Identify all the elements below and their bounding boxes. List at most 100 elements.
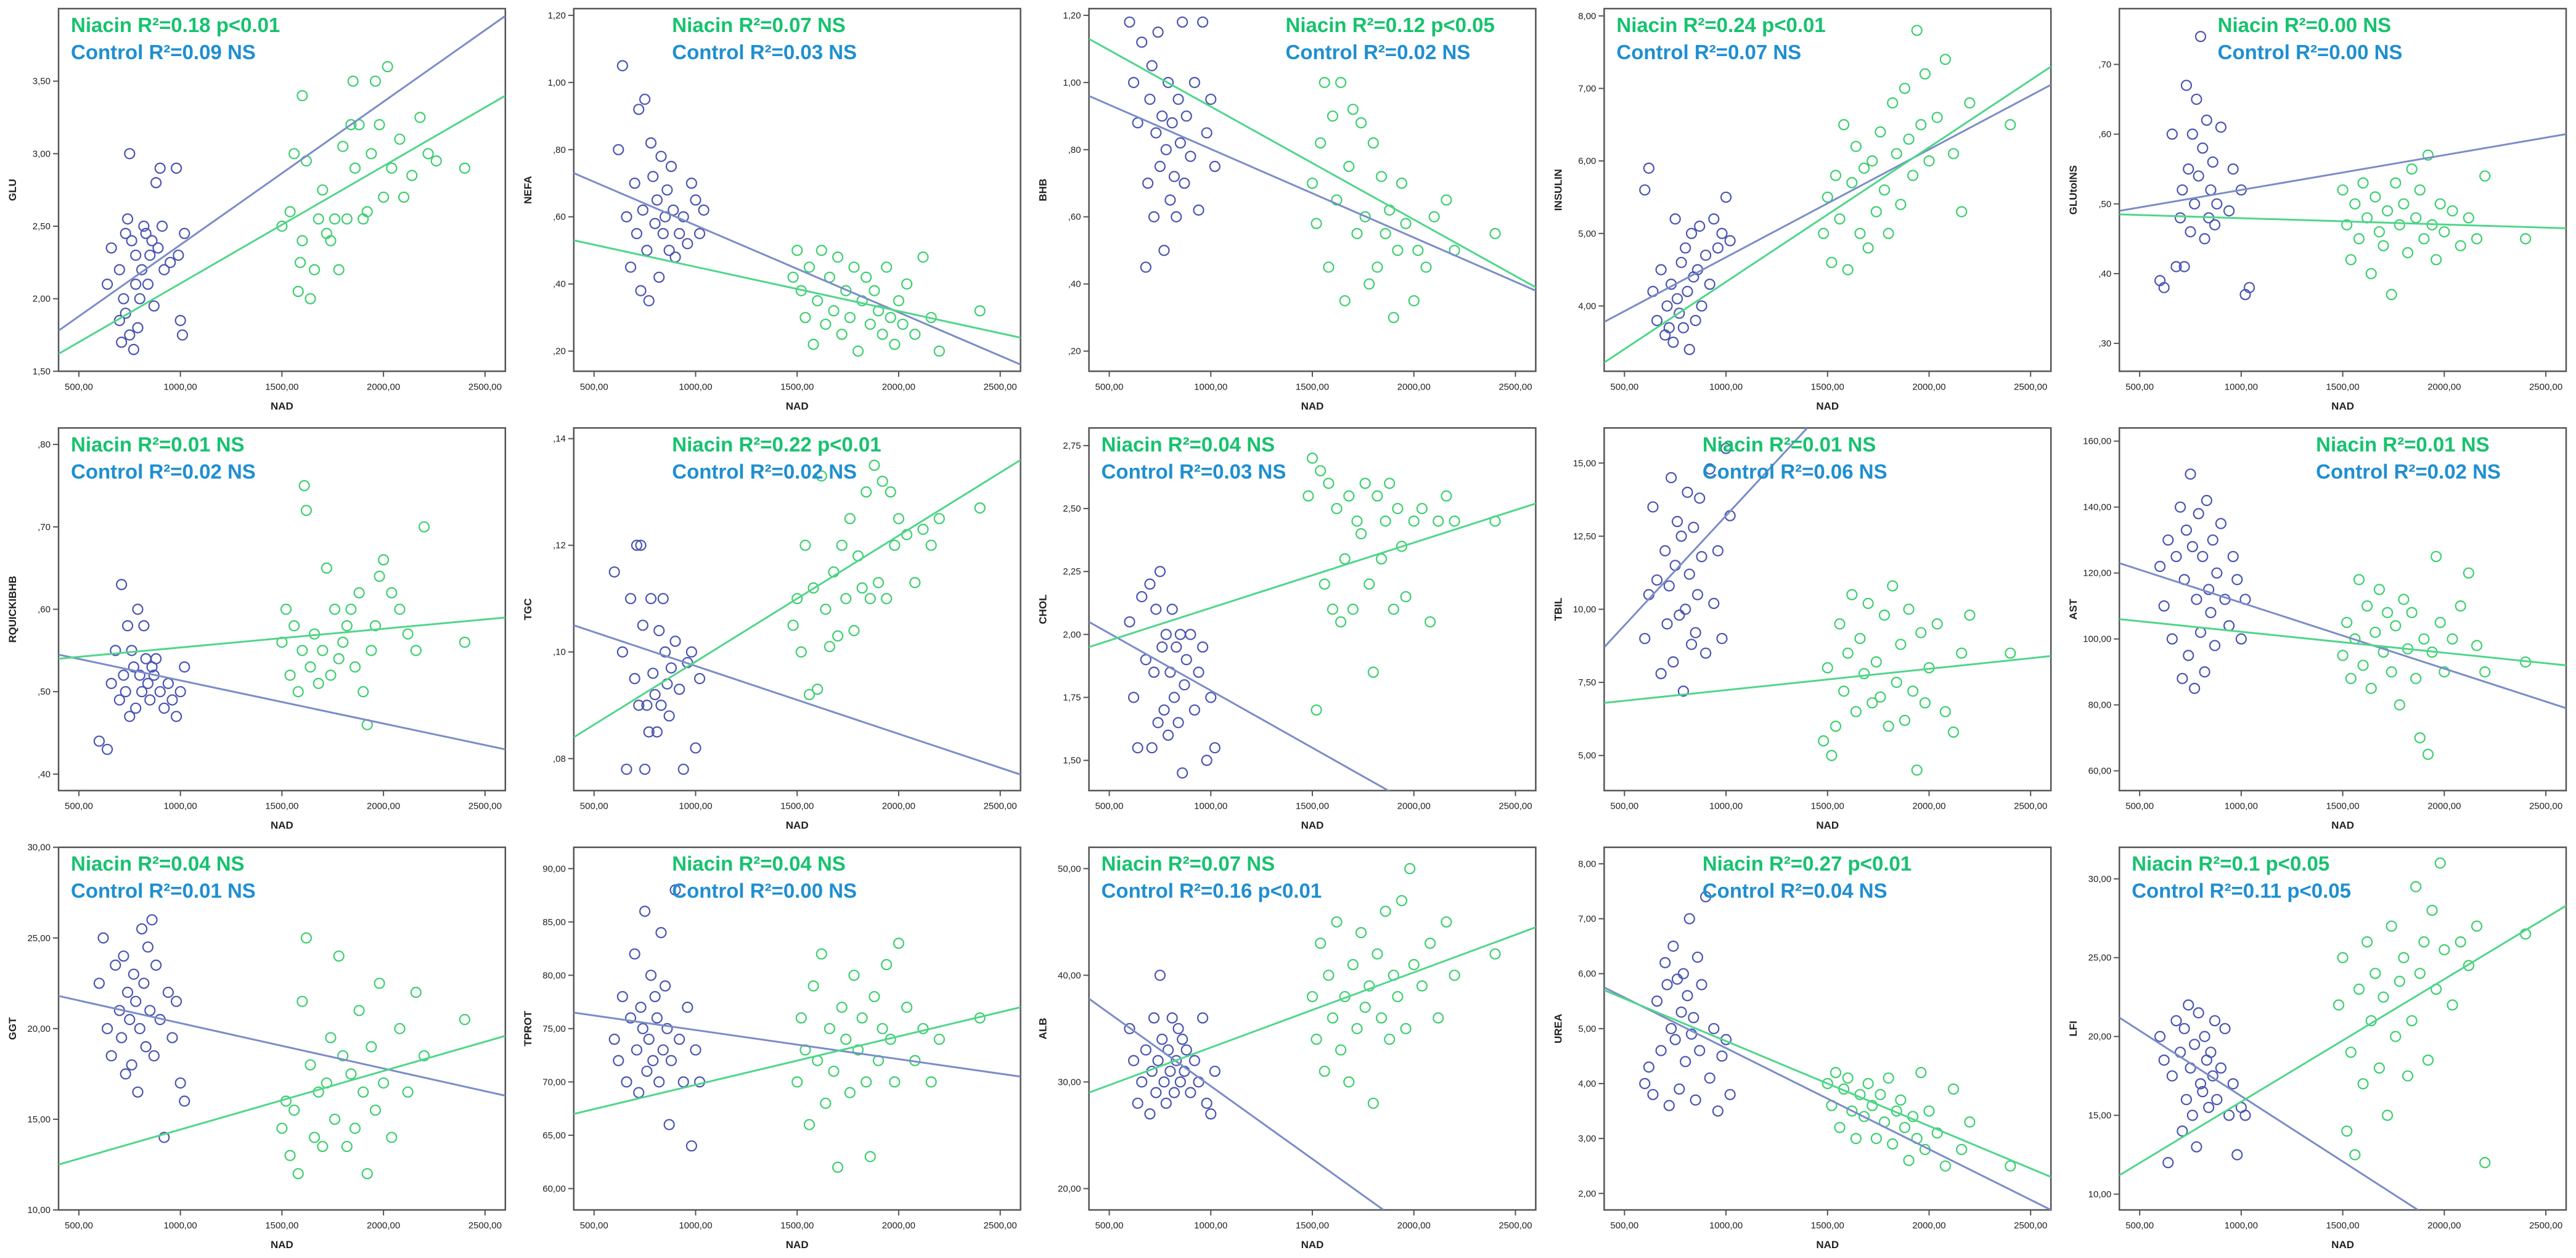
niacin-point <box>1339 553 1351 565</box>
control-point <box>1148 666 1160 678</box>
niacin-point <box>1367 1097 1379 1109</box>
niacin-point <box>1319 1065 1330 1077</box>
control-point <box>1683 568 1695 580</box>
control-point <box>1168 171 1180 182</box>
niacin-point <box>1867 1100 1878 1111</box>
niacin-point <box>2434 857 2446 869</box>
niacin-point <box>2439 666 2450 678</box>
control-fit-line <box>59 15 505 332</box>
niacin-point <box>840 1034 852 1045</box>
control-point <box>2205 1047 2217 1058</box>
niacin-point <box>1331 916 1343 928</box>
control-fit-line <box>1089 998 1384 1210</box>
niacin-point <box>820 603 832 615</box>
chart-urea: 500,00 1000,00 1500,00 2000,00 2500,00 2,00 3,… <box>1552 846 2052 1251</box>
y-axis-label: NEFA <box>522 176 534 203</box>
niacin-point <box>1862 597 1874 610</box>
niacin-point <box>897 318 909 330</box>
niacin-point <box>816 948 827 960</box>
control-point <box>170 162 182 174</box>
y-tick-label: ,14 <box>553 434 566 444</box>
x-tick-label: 2000,00 <box>1397 801 1431 812</box>
niacin-point <box>1818 735 1830 747</box>
legend-control: Control R²=0.02 NS <box>672 460 857 483</box>
control-point <box>1136 1076 1148 1088</box>
niacin-point <box>889 338 901 350</box>
niacin-point <box>1858 668 1870 679</box>
control-point <box>158 1132 170 1143</box>
control-point <box>693 672 706 685</box>
niacin-point <box>1315 937 1327 949</box>
niacin-point <box>1915 627 1927 639</box>
niacin-point <box>1335 616 1347 628</box>
control-point <box>2170 1015 2182 1027</box>
niacin-point <box>1449 515 1460 527</box>
niacin-point <box>292 686 304 698</box>
control-point <box>2180 1093 2193 1106</box>
niacin-point <box>394 603 406 615</box>
niacin-point <box>1878 184 1891 196</box>
niacin-fit-line <box>1089 926 1536 1094</box>
control-point <box>1671 293 1683 304</box>
niacin-point <box>1433 1012 1444 1024</box>
niacin-point <box>2341 1125 2353 1137</box>
niacin-point <box>2353 983 2365 995</box>
niacin-point <box>349 661 361 673</box>
niacin-point <box>2463 567 2474 579</box>
niacin-point <box>1359 211 1371 223</box>
niacin-point <box>358 1086 369 1098</box>
niacin-point <box>1343 1076 1355 1088</box>
niacin-point <box>2418 633 2430 645</box>
niacin-point <box>1903 133 1915 145</box>
control-point <box>1690 314 1701 327</box>
x-tick-label: 2000,00 <box>2427 382 2461 392</box>
control-point <box>631 1044 643 1056</box>
control-point <box>1158 1076 1170 1088</box>
niacin-point <box>1862 242 1874 254</box>
control-point <box>2223 205 2235 217</box>
y-tick-label: 2,00 <box>1063 629 1081 640</box>
y-axis-label: RQUICKIBHB <box>7 576 18 643</box>
control-point <box>1663 580 1675 592</box>
x-tick-label: 500,00 <box>580 1220 608 1231</box>
y-tick-label: 2,00 <box>1578 1188 1596 1199</box>
niacin-point <box>1343 160 1355 173</box>
control-point <box>621 763 632 775</box>
niacin-point <box>1862 1077 1874 1090</box>
niacin-point <box>1842 264 1854 276</box>
niacin-point <box>1380 515 1391 527</box>
control-point <box>136 923 148 935</box>
niacin-point <box>1842 647 1854 659</box>
control-point <box>1174 137 1186 149</box>
control-point <box>653 625 665 637</box>
niacin-point <box>1319 578 1330 590</box>
niacin-point <box>369 75 382 87</box>
x-tick-label: 2500,00 <box>1499 1220 1532 1231</box>
x-tick-label: 1500,00 <box>265 1220 298 1231</box>
y-axis-label: ALB <box>1037 1018 1049 1039</box>
niacin-fit-line <box>573 239 1021 339</box>
control-point <box>1154 160 1166 173</box>
niacin-point <box>2381 1109 2394 1121</box>
niacin-point <box>909 329 921 340</box>
niacin-point <box>1372 948 1383 960</box>
niacin-point <box>1826 256 1838 268</box>
niacin-point <box>1355 528 1367 540</box>
control-point <box>2223 1109 2235 1121</box>
niacin-point <box>2434 616 2446 628</box>
niacin-point <box>2381 205 2394 217</box>
control-point <box>651 194 663 206</box>
control-point <box>2186 128 2198 140</box>
niacin-point <box>1449 970 1460 981</box>
y-tick-label: 1,00 <box>1063 78 1081 88</box>
niacin-point <box>844 1087 856 1098</box>
control-point <box>2201 494 2212 507</box>
niacin-point <box>1315 465 1327 476</box>
control-fit-line <box>2119 1016 2419 1210</box>
y-tick-label: 120,00 <box>2083 568 2111 579</box>
niacin-point <box>1931 1127 1943 1139</box>
control-fit-line <box>59 653 505 751</box>
x-tick-label: 1000,00 <box>164 382 197 392</box>
niacin-point <box>1331 502 1343 515</box>
niacin-point <box>353 587 365 598</box>
